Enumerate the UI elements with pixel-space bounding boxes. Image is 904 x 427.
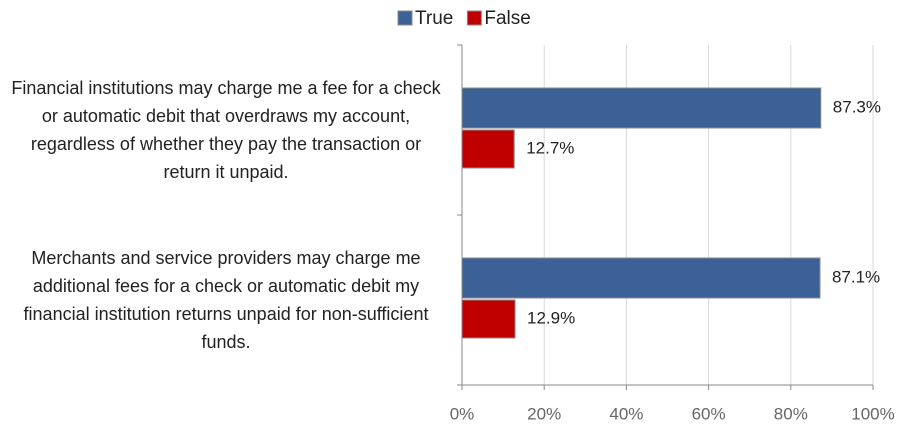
value-label: 12.9% <box>527 308 575 327</box>
category-label: Merchants and service providers may char… <box>23 248 429 352</box>
bar <box>461 299 516 339</box>
legend-label: True <box>415 8 453 29</box>
legend-swatch <box>466 10 482 26</box>
x-tick-label: 60% <box>692 404 726 423</box>
x-tick-label: 80% <box>774 404 808 423</box>
category-label: Financial institutions may charge me a f… <box>11 78 441 182</box>
value-label: 87.1% <box>832 267 880 286</box>
legend-swatch <box>397 10 413 26</box>
value-label: 87.3% <box>833 97 881 116</box>
value-label: 12.7% <box>526 138 574 157</box>
bar <box>461 87 822 129</box>
bar <box>461 129 515 169</box>
x-tick-label: 40% <box>609 404 643 423</box>
x-tick-label: 20% <box>527 404 561 423</box>
legend-label: False <box>484 8 530 29</box>
x-tick-label: 0% <box>450 404 475 423</box>
x-tick-label: 100% <box>851 404 894 423</box>
bar <box>461 257 821 299</box>
